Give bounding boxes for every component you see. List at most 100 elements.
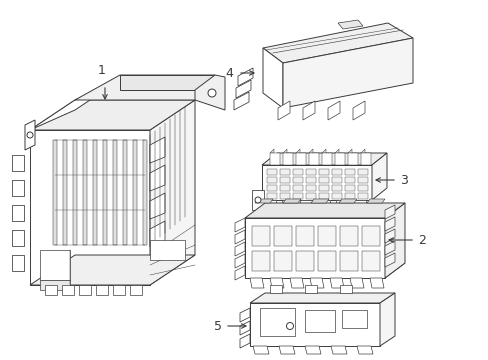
Polygon shape [303, 101, 314, 120]
Bar [93, 140, 97, 245]
Bar [318, 185, 328, 191]
Bar [142, 140, 147, 245]
Bar [266, 185, 276, 191]
Polygon shape [251, 190, 264, 210]
Polygon shape [308, 149, 312, 153]
Bar [331, 185, 341, 191]
Bar [280, 185, 289, 191]
Polygon shape [289, 278, 304, 288]
Bar [334, 153, 345, 165]
Text: 5: 5 [214, 320, 222, 333]
Bar [295, 153, 305, 165]
Polygon shape [305, 346, 320, 354]
Bar [295, 226, 313, 246]
Polygon shape [150, 137, 164, 163]
Bar [305, 185, 315, 191]
Bar [331, 193, 341, 199]
Bar [357, 185, 367, 191]
Bar [305, 193, 315, 199]
Bar [357, 169, 367, 175]
Bar [79, 285, 91, 295]
Polygon shape [347, 149, 351, 153]
Bar [317, 200, 329, 208]
Bar [12, 180, 24, 196]
Bar [280, 169, 289, 175]
Bar [360, 153, 370, 165]
Polygon shape [235, 230, 244, 244]
Bar [45, 285, 57, 295]
Circle shape [207, 89, 216, 97]
Bar [361, 226, 379, 246]
Polygon shape [244, 203, 404, 218]
Polygon shape [244, 263, 404, 278]
Circle shape [27, 132, 33, 138]
Bar [260, 308, 294, 336]
Polygon shape [30, 100, 195, 130]
Bar [266, 177, 276, 183]
Bar [357, 193, 367, 199]
Bar [361, 251, 379, 271]
Bar [282, 200, 293, 208]
Text: 3: 3 [399, 174, 407, 186]
Bar [150, 240, 184, 260]
Polygon shape [309, 278, 324, 288]
Polygon shape [384, 205, 394, 219]
Polygon shape [295, 149, 299, 153]
Polygon shape [234, 92, 248, 110]
Bar [347, 153, 357, 165]
Polygon shape [369, 278, 383, 288]
Bar [292, 185, 303, 191]
Polygon shape [249, 303, 379, 346]
Bar [251, 251, 269, 271]
Bar [335, 200, 347, 208]
Polygon shape [356, 346, 372, 354]
Bar [295, 251, 313, 271]
Polygon shape [30, 130, 150, 285]
Bar [292, 169, 303, 175]
Bar [353, 200, 365, 208]
Bar [292, 193, 303, 199]
Polygon shape [249, 293, 394, 303]
Polygon shape [283, 199, 301, 203]
Bar [113, 140, 117, 245]
Polygon shape [254, 199, 272, 203]
Polygon shape [366, 199, 384, 203]
Polygon shape [120, 75, 215, 90]
Bar [62, 285, 74, 295]
Bar [283, 153, 292, 165]
Polygon shape [240, 321, 249, 335]
Bar [273, 226, 291, 246]
Polygon shape [263, 48, 283, 108]
Polygon shape [327, 101, 339, 120]
Polygon shape [360, 149, 364, 153]
Polygon shape [238, 68, 252, 86]
Polygon shape [235, 242, 244, 256]
Bar [317, 226, 335, 246]
Polygon shape [384, 203, 404, 278]
Polygon shape [384, 229, 394, 243]
Bar [318, 169, 328, 175]
Bar [266, 193, 276, 199]
Polygon shape [310, 199, 328, 203]
Polygon shape [330, 346, 346, 354]
Bar [40, 250, 70, 280]
Polygon shape [240, 308, 249, 322]
Polygon shape [262, 165, 371, 200]
Bar [318, 193, 328, 199]
Bar [103, 140, 107, 245]
Polygon shape [150, 100, 195, 285]
Polygon shape [269, 278, 284, 288]
Bar [12, 230, 24, 246]
Bar [331, 169, 341, 175]
Bar [317, 251, 335, 271]
Text: 1: 1 [98, 64, 106, 77]
Circle shape [286, 323, 293, 329]
Polygon shape [252, 346, 268, 354]
Text: 2: 2 [417, 234, 425, 247]
Bar [345, 185, 354, 191]
Polygon shape [240, 334, 249, 348]
Polygon shape [30, 80, 120, 130]
Bar [280, 177, 289, 183]
Text: 4: 4 [224, 67, 232, 80]
Bar [12, 155, 24, 171]
